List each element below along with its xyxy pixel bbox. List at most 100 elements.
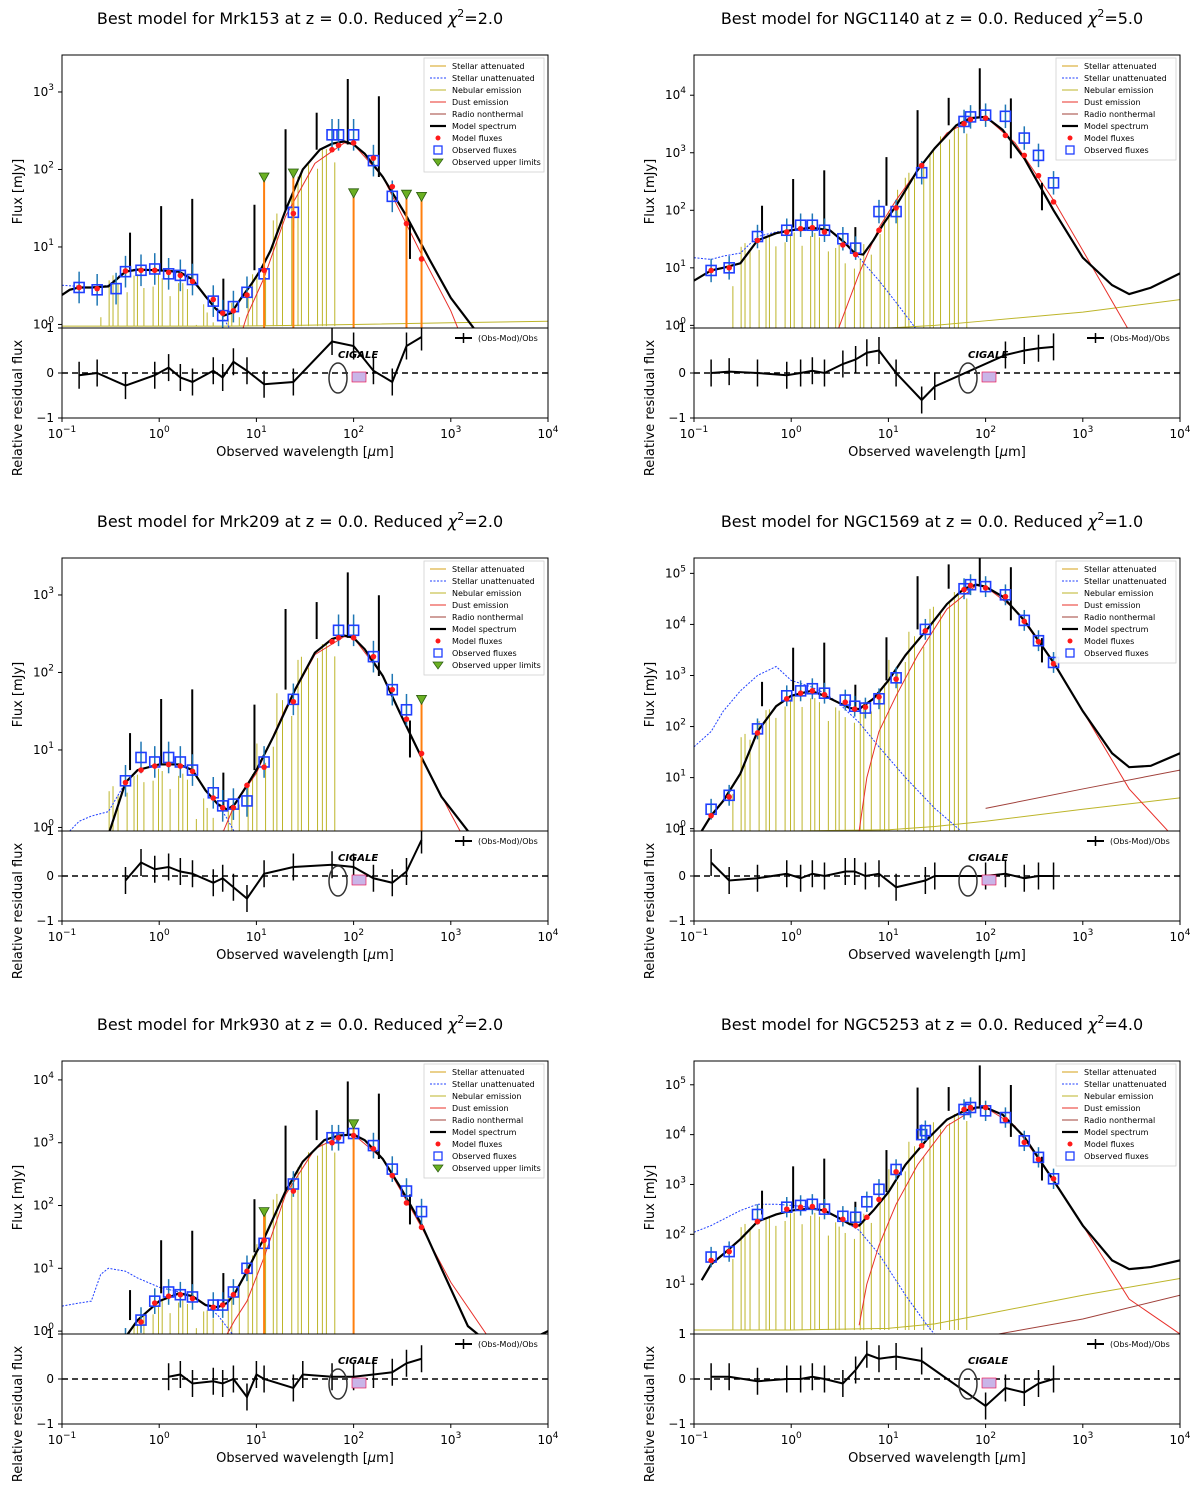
chart-title: Best model for NGC5253 at z = 0.0. Reduc… (721, 1013, 1143, 1034)
nebular-continuum (62, 320, 548, 327)
y-tick-label-bottom: 1 (678, 321, 686, 335)
model-flux-point (210, 296, 217, 303)
model-flux-point (403, 1200, 410, 1206)
legend-label: Model fluxes (452, 1140, 502, 1149)
residual-plot-area (62, 831, 548, 912)
observed-flux-point (999, 1111, 1012, 1124)
observed-flux-point (919, 1124, 932, 1137)
logo-icon (328, 362, 348, 394)
x-tick-label: 104 (1169, 928, 1190, 944)
legend-label: Stellar unattenuated (452, 1080, 535, 1089)
model-flux-point (138, 267, 144, 274)
legend-swatch (1065, 145, 1075, 155)
sed-chart-svg: Best model for NGC5253 at z = 0.0. Reduc… (643, 1013, 1191, 1482)
logo-icon (981, 1377, 997, 1389)
legend-label: Model fluxes (1084, 134, 1134, 143)
model-spectrum-line (700, 583, 1180, 831)
model-spectrum-line (62, 140, 476, 328)
y-axis-label: Flux [mJy] (11, 159, 26, 225)
upper-limit-marker (287, 168, 300, 179)
sed-panel-3: Best model for Mrk209 at z = 0.0. Reduce… (0, 503, 600, 996)
model-flux-point (370, 1145, 377, 1152)
title-chi: χ (447, 1015, 458, 1034)
title-value: =2.0 (464, 9, 503, 28)
observed-flux-point (1032, 634, 1045, 647)
model-flux-point (329, 1139, 335, 1146)
residual-legend-label: (Obs-Mod)/Obs (1110, 1340, 1170, 1349)
observed-flux-point (216, 1299, 229, 1311)
y-tick-label-bottom: 1 (678, 824, 686, 838)
observed-flux-point (890, 672, 902, 684)
model-flux-point (329, 146, 335, 153)
logo-text: CIGALE (968, 853, 1008, 864)
model-spectrum-line (700, 1106, 1180, 1281)
model-flux-point (151, 1300, 158, 1306)
observed-flux-point (148, 1295, 161, 1307)
legend-label: Stellar attenuated (452, 62, 525, 71)
model-flux-point (893, 676, 899, 682)
model-flux-point (840, 1216, 846, 1223)
residual-line (124, 839, 423, 900)
observed-flux-point (780, 224, 793, 237)
chart-title: Best model for Mrk930 at z = 0.0. Reduce… (97, 1013, 503, 1034)
y-tick-label: 100 (33, 1322, 54, 1338)
legend-label: Model fluxes (452, 134, 502, 143)
model-flux-point (1050, 1175, 1057, 1182)
y-tick-label: 100 (665, 820, 686, 836)
observed-flux-point (723, 262, 735, 274)
model-flux-point (967, 1104, 974, 1111)
nebular-lines (732, 122, 968, 328)
x-tick-label: 102 (343, 928, 364, 944)
x-tick-label: 102 (343, 425, 364, 441)
model-flux-point (350, 1132, 357, 1139)
legend-label: Observed fluxes (452, 146, 517, 155)
chart-title: Best model for NGC1140 at z = 0.0. Reduc… (721, 7, 1143, 28)
model-flux-point (1002, 132, 1009, 139)
observed-flux-point (207, 295, 220, 307)
y-tick-label: 105 (665, 564, 686, 580)
residual-y-axis-label: Relative residual flux (11, 843, 26, 980)
model-flux-point (122, 779, 129, 786)
observed-flux-point (119, 774, 132, 787)
res-y-tick-label: 1 (46, 321, 54, 335)
model-flux-point (797, 690, 804, 696)
model-flux-point (821, 1207, 828, 1214)
legend-label: Stellar attenuated (452, 1068, 525, 1077)
observed-flux-point (818, 224, 831, 237)
model-flux-point (261, 1237, 267, 1244)
model-flux-point (821, 691, 828, 698)
residual-legend: (Obs-Mod)/Obs (1087, 333, 1170, 343)
y-tick-label-bottom: 1 (46, 824, 54, 838)
residual-y-axis-label: Relative residual flux (11, 340, 26, 477)
model-flux-point (754, 730, 761, 736)
observed-flux-point (174, 1288, 187, 1301)
sed-chart-svg: Best model for NGC1140 at z = 0.0. Reduc… (643, 7, 1191, 476)
legend-label: Stellar attenuated (452, 565, 525, 574)
y-tick-label: 103 (665, 1175, 686, 1191)
residual-legend-label: (Obs-Mod)/Obs (1110, 837, 1170, 846)
model-flux-point (370, 155, 377, 161)
x-tick-label: 104 (1169, 1431, 1190, 1447)
y-axis-label: Flux [mJy] (11, 662, 26, 728)
model-flux-point (261, 267, 267, 274)
observed-flux-point (174, 269, 187, 282)
logo-icon (328, 1368, 348, 1400)
model-flux-point (76, 284, 82, 291)
logo-text: CIGALE (968, 350, 1008, 361)
y-tick-label: 104 (665, 615, 686, 631)
y-tick-label: 104 (665, 1126, 686, 1142)
sed-chart-svg: Best model for NGC1569 at z = 0.0. Reduc… (643, 510, 1191, 979)
model-flux-point (165, 269, 172, 276)
legend-label: Stellar unattenuated (1084, 74, 1167, 83)
x-tick-label: 100 (781, 928, 802, 944)
legend-label: Observed fluxes (1084, 1152, 1149, 1161)
model-flux-point (893, 1168, 899, 1175)
logo-icon (958, 362, 978, 394)
logo-text: CIGALE (968, 1356, 1008, 1367)
model-flux-point (138, 767, 144, 773)
sed-plot-area (694, 1065, 1180, 1334)
observed-flux-point (241, 795, 253, 807)
legend-swatch (1067, 1141, 1073, 1147)
x-tick-label: 10−1 (680, 425, 709, 441)
observed-flux-point (332, 129, 345, 141)
